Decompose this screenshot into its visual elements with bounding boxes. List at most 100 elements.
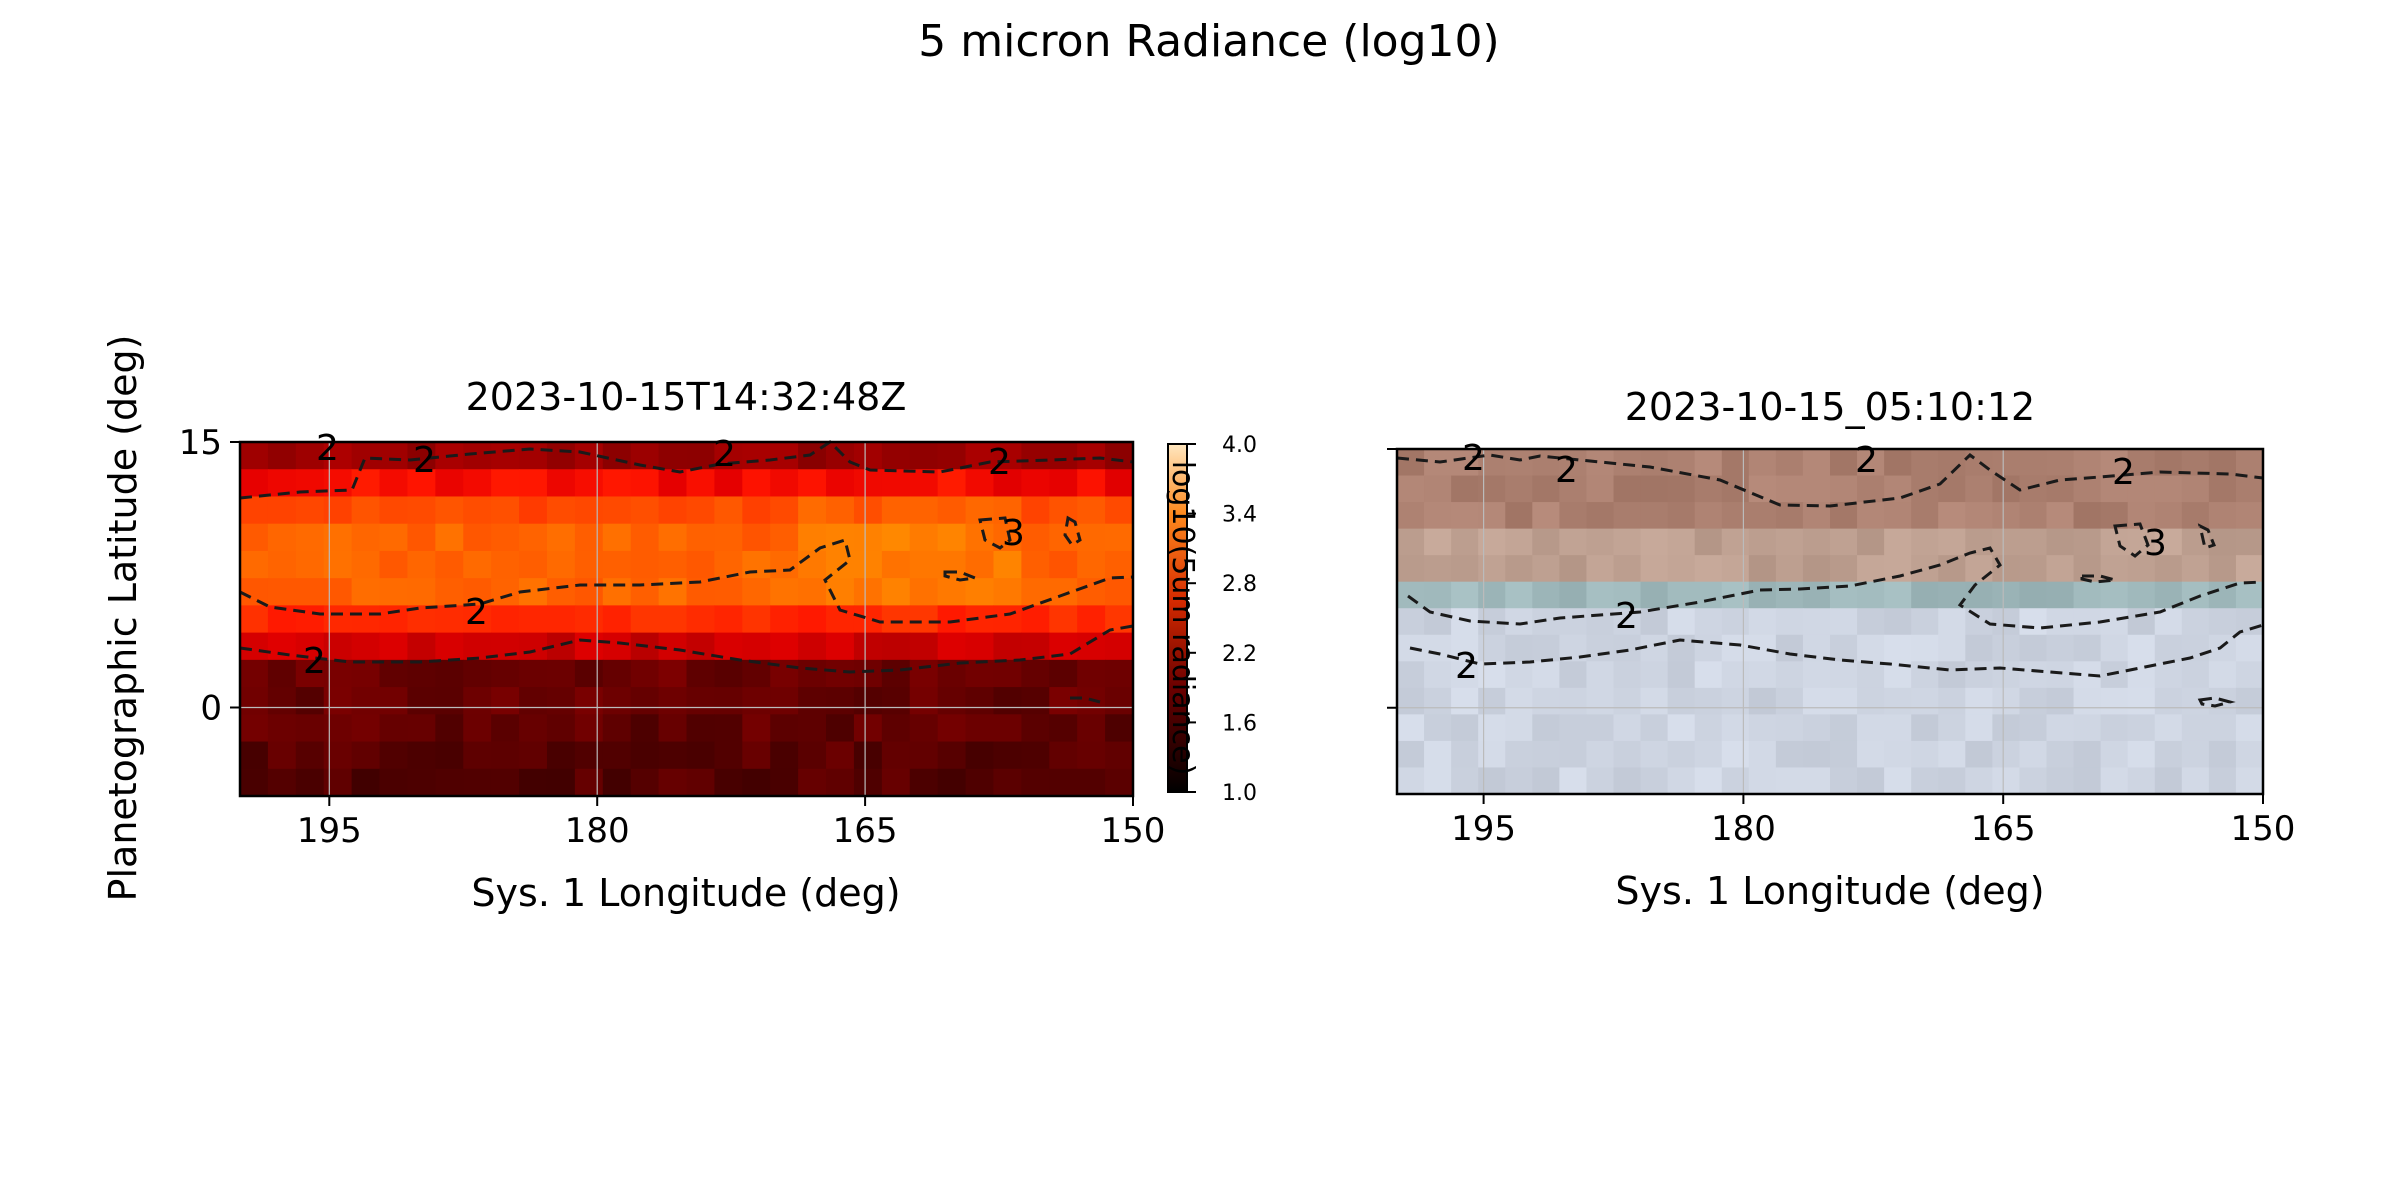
x-tick-label: 150 (1101, 811, 1166, 851)
heatmap-cell (2235, 555, 2263, 583)
heatmap-cell (1451, 475, 1479, 503)
heatmap-cell (407, 714, 436, 743)
heatmap-cell (1911, 608, 1939, 636)
heatmap-cell (1424, 475, 1452, 503)
heatmap-cell (602, 605, 632, 634)
heatmap-cell (1640, 449, 1669, 477)
heatmap-cell (1077, 714, 1106, 743)
heatmap-cell (2181, 740, 2210, 769)
heatmap-cell (853, 632, 883, 661)
heatmap-cell (1884, 555, 1912, 583)
heatmap-cell (658, 442, 688, 470)
heatmap-cell (1478, 555, 1506, 583)
heatmap-cell (1049, 741, 1078, 770)
heatmap-cell (1559, 661, 1588, 689)
heatmap-cell (1105, 632, 1133, 661)
heatmap-cell (1505, 661, 1533, 689)
heatmap-cell (2019, 714, 2048, 742)
heatmap-cell (2235, 687, 2263, 715)
heatmap-cell (826, 659, 855, 688)
heatmap-cell (1911, 528, 1939, 556)
heatmap-cell (1613, 687, 1642, 715)
heatmap-cell (1911, 555, 1939, 583)
svg-text:3: 3 (1002, 513, 1025, 554)
heatmap-cell (1721, 608, 1750, 636)
heatmap-cell (1505, 528, 1533, 556)
heatmap-cell (2019, 608, 2048, 636)
heatmap-cell (853, 469, 883, 498)
heatmap-cell (2208, 449, 2237, 477)
heatmap-cell (2100, 687, 2129, 715)
heatmap-cell (1049, 768, 1078, 796)
heatmap-cell (602, 632, 632, 661)
heatmap-cell (379, 605, 409, 634)
heatmap-cell (1694, 767, 1723, 794)
heatmap-cell (1105, 714, 1133, 743)
heatmap-cell (1721, 555, 1750, 583)
heatmap-cell (1613, 555, 1642, 583)
colorbar-tick-label: 4.0 (1222, 433, 1257, 458)
heatmap-cell (1911, 581, 1939, 609)
heatmap-cell (1451, 714, 1479, 742)
heatmap-cell (1532, 767, 1560, 794)
heatmap-cell (1105, 741, 1133, 770)
heatmap-cell (240, 659, 269, 688)
heatmap-cell (881, 550, 911, 579)
heatmap-cell (351, 550, 381, 579)
x-ticks-right: 195 180 165 150 (1451, 794, 2295, 849)
heatmap-cell (798, 741, 827, 770)
heatmap-cell (1640, 581, 1669, 609)
heatmap-cell (351, 632, 381, 661)
heatmap-cell (1049, 442, 1078, 470)
heatmap-cell (546, 741, 576, 770)
heatmap-cell (853, 659, 883, 688)
heatmap-cell (1938, 740, 1966, 769)
heatmap-cell (519, 632, 548, 661)
heatmap-cell (965, 632, 995, 661)
heatmap-cell (2073, 634, 2102, 662)
heatmap-cell (295, 659, 325, 688)
heatmap-cell (2100, 767, 2129, 794)
heatmap-cell (2127, 767, 2156, 794)
heatmap-cell (546, 768, 576, 796)
heatmap-cell (1021, 469, 1050, 498)
heatmap-cell (267, 632, 297, 661)
heatmap-cell (1021, 659, 1050, 688)
heatmap-cell (881, 714, 911, 743)
heatmap-cell (323, 550, 353, 579)
heatmap-cell (1830, 767, 1858, 794)
heatmap-cell (351, 442, 381, 470)
heatmap-cell (1775, 661, 1804, 689)
heatmap-cell (602, 741, 632, 770)
heatmap-cell (2235, 634, 2263, 662)
heatmap-cell (519, 469, 548, 498)
heatmap-cell (937, 741, 967, 770)
heatmap-cell (630, 496, 660, 525)
heatmap-cell (1478, 475, 1506, 503)
heatmap-cell (1640, 555, 1669, 583)
heatmap-cell (770, 523, 799, 552)
heatmap-cell (686, 605, 716, 634)
heatmap-cell (1830, 555, 1858, 583)
heatmap-cell (853, 550, 883, 579)
heatmap-cell (2208, 475, 2237, 503)
heatmap-cell (630, 768, 660, 796)
heatmap-cell (379, 632, 409, 661)
heatmap-cell (323, 714, 353, 743)
heatmap-cell (1532, 502, 1560, 530)
heatmap-cell (714, 496, 743, 525)
heatmap-cell (1830, 740, 1858, 769)
heatmap-cell (909, 605, 939, 634)
heatmap-cell (1884, 714, 1912, 742)
heatmap-cell (519, 741, 548, 770)
heatmap-cell (909, 469, 939, 498)
heatmap-cell (1830, 528, 1858, 556)
contours-right (1396, 453, 2264, 708)
heatmap-cell (909, 496, 939, 525)
heatmap-cell (351, 687, 381, 715)
heatmap-cell (909, 659, 939, 688)
heatmap-cell (658, 714, 688, 743)
heatmap-cell (295, 578, 325, 606)
heatmap-cell (2100, 528, 2129, 556)
heatmap-cell (853, 523, 883, 552)
